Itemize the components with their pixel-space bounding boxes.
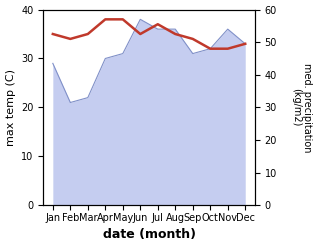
Y-axis label: med. precipitation
(kg/m2): med. precipitation (kg/m2) bbox=[291, 63, 313, 152]
Y-axis label: max temp (C): max temp (C) bbox=[5, 69, 16, 146]
X-axis label: date (month): date (month) bbox=[102, 228, 196, 242]
